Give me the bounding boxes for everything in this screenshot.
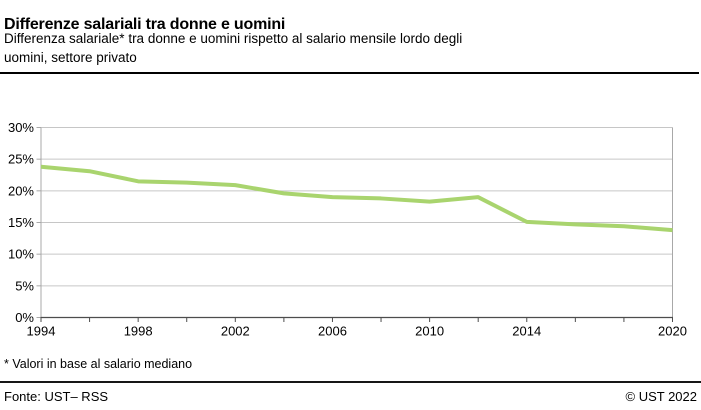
x-tick-label: 2010 [415,324,444,339]
x-tick-label: 1994 [27,324,56,339]
chart-title: Differenze salariali tra donne e uomini [4,15,286,33]
y-tick-label: 5% [15,278,34,293]
chart-subtitle: Differenza salariale* tra donne e uomini… [4,30,462,67]
copyright-text: © UST 2022 [625,389,698,404]
x-tick-label: 2006 [318,324,347,339]
x-tick-label: 2020 [658,324,687,339]
y-tick-label: 30% [8,120,34,135]
data-line-differenza-salariale [40,164,673,233]
source-text: Fonte: UST– RSS [4,389,109,404]
x-tick-label: 2002 [221,324,250,339]
y-tick-label: 20% [8,183,34,198]
y-tick-label: 0% [15,310,34,325]
y-tick-label: 10% [8,247,34,262]
header-divider-rule [0,72,699,74]
chart-subtitle-line2: uomini, settore privato [4,49,137,65]
chart-subtitle-line1: Differenza salariale* tra donne e uomini… [4,31,463,46]
y-tick-label: 25% [8,152,34,167]
footer-divider-rule [0,381,701,383]
x-tick-label: 1998 [124,324,153,339]
x-tick-label: 2014 [512,324,541,339]
chart-footnote: * Valori in base al salario mediano [4,357,193,371]
y-tick-label: 15% [8,215,34,230]
